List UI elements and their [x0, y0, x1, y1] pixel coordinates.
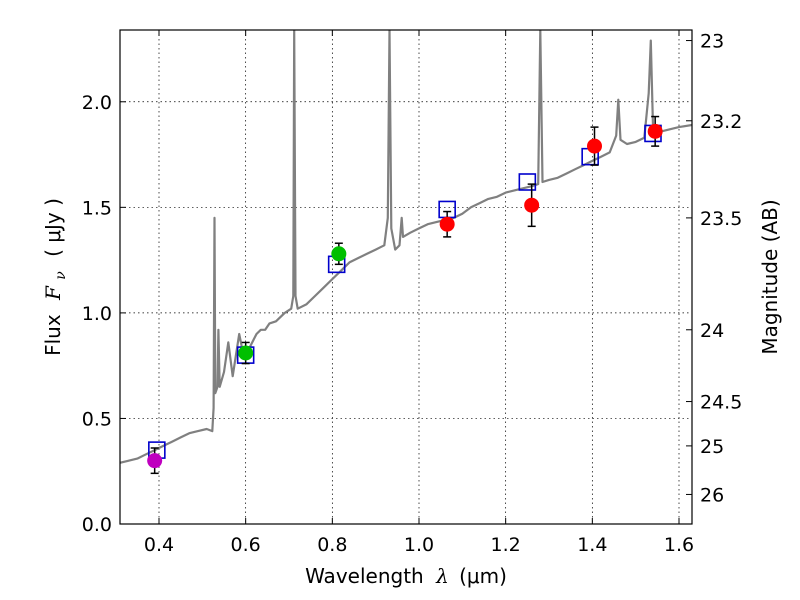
axis-ticks: 0.4 0.6 0.8 1.0 1.2 1.4 1.6 0.0 0.5 1.0 1.5 2.0 23 23…: [82, 30, 742, 556]
right-tick-label: 24: [700, 320, 724, 342]
right-tick-label: 26: [700, 484, 724, 506]
y-axis-title-text: Flux: [41, 314, 65, 356]
model-photometry-square: [518, 173, 537, 191]
y-axis-title: Flux F ν ( μJy ): [41, 198, 70, 356]
y-tick-label: 0.0: [82, 514, 112, 536]
y-tick-label: 1.0: [82, 303, 112, 325]
x-tick-label: 0.8: [317, 534, 347, 556]
y-axis-title-math: F: [41, 285, 65, 301]
x-tick-label: 1.6: [664, 534, 694, 556]
observed-point: [439, 216, 455, 232]
x-axis-title-unit: (μm): [459, 564, 507, 588]
x-axis-title-text: Wavelength: [305, 564, 424, 588]
y-tick-label: 2.0: [82, 92, 112, 114]
x-tick-label: 0.6: [231, 534, 261, 556]
y-tick-label: 0.5: [82, 408, 112, 430]
y-axis-title-unit: ( μJy ): [41, 198, 65, 257]
plot-data: [120, 30, 692, 475]
model-spectrum-line: [120, 30, 692, 464]
observed-point: [524, 197, 540, 213]
observed-point: [331, 246, 347, 262]
x-tick-label: 1.4: [577, 534, 607, 556]
x-tick-label: 1.0: [404, 534, 434, 556]
x-axis-title-math: λ: [435, 564, 449, 588]
observed-point: [587, 138, 602, 154]
x-tick-label: 0.4: [144, 534, 174, 556]
plot-frame: [119, 29, 693, 525]
right-tick-label: 24.5: [700, 392, 742, 414]
right-tick-label: 25: [700, 436, 724, 458]
observed-point: [147, 453, 163, 469]
right-tick-label: 23.5: [700, 208, 742, 230]
y-axis-title-sub: ν: [53, 271, 69, 280]
y-tick-label: 1.5: [82, 197, 112, 219]
observed-point: [238, 345, 254, 361]
right-tick-label: 23.2: [700, 111, 742, 133]
grid: [120, 30, 692, 525]
x-tick-label: 1.2: [491, 534, 521, 556]
right-tick-label: 23: [700, 31, 724, 53]
right-axis-title: Magnitude (AB): [758, 199, 782, 354]
observed-point: [647, 123, 663, 139]
x-axis-title: Wavelength λ (μm): [305, 564, 507, 588]
